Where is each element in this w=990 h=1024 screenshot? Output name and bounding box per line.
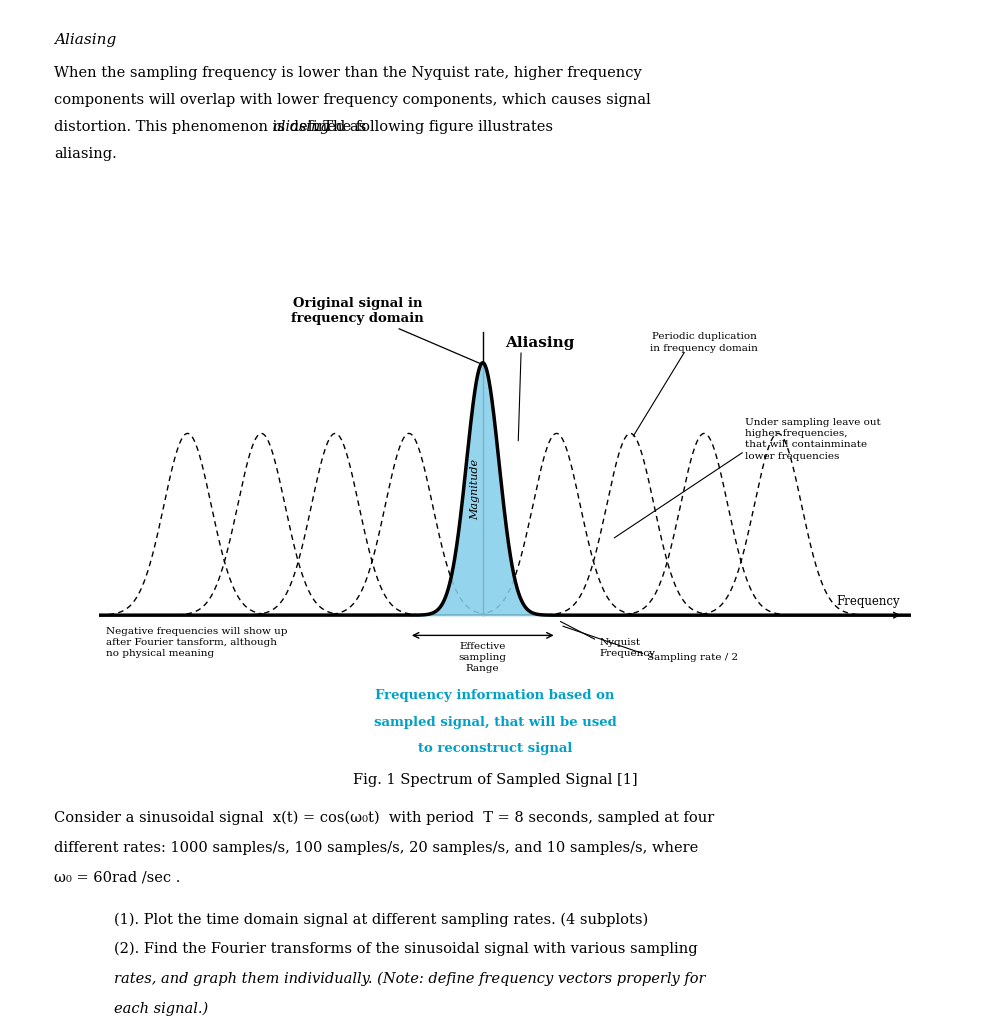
Text: Fig. 1 Spectrum of Sampled Signal [1]: Fig. 1 Spectrum of Sampled Signal [1] xyxy=(352,773,638,787)
Text: sampled signal, that will be used: sampled signal, that will be used xyxy=(373,716,617,729)
Text: Frequency information based on: Frequency information based on xyxy=(375,689,615,702)
Text: Under sampling leave out
higher frequencies,
that will containminate
lower frequ: Under sampling leave out higher frequenc… xyxy=(744,418,880,461)
Text: Negative frequencies will show up
after Fourier tansform, although
no physical m: Negative frequencies will show up after … xyxy=(106,627,288,657)
Text: (2). Find the Fourier transforms of the sinusoidal signal with various sampling: (2). Find the Fourier transforms of the … xyxy=(114,942,698,956)
Text: . The following figure illustrates: . The following figure illustrates xyxy=(315,120,553,134)
Text: aliasing.: aliasing. xyxy=(54,146,117,161)
Text: Aliasing: Aliasing xyxy=(505,336,574,350)
Text: rates, and graph them individually. (Note: define frequency vectors properly for: rates, and graph them individually. (Not… xyxy=(114,972,705,986)
Text: Aliasing: Aliasing xyxy=(54,33,117,47)
Text: Magnitude: Magnitude xyxy=(470,459,480,519)
Text: (1). Plot the time domain signal at different sampling rates. (4 subplots): (1). Plot the time domain signal at diff… xyxy=(114,912,648,927)
Text: to reconstruct signal: to reconstruct signal xyxy=(418,742,572,756)
Text: When the sampling frequency is lower than the Nyquist rate, higher frequency: When the sampling frequency is lower tha… xyxy=(54,66,643,80)
Text: aliasing: aliasing xyxy=(273,120,331,134)
Text: Frequency: Frequency xyxy=(837,595,900,607)
Text: components will overlap with lower frequency components, which causes signal: components will overlap with lower frequ… xyxy=(54,92,651,106)
Text: Original signal in
frequency domain: Original signal in frequency domain xyxy=(291,297,482,365)
Text: each signal.): each signal.) xyxy=(114,1001,208,1016)
Text: distortion. This phenomenon is defined as: distortion. This phenomenon is defined a… xyxy=(54,120,371,134)
Text: Consider a sinusoidal signal  x(t) = cos(ω₀t)  with period  T = 8 seconds, sampl: Consider a sinusoidal signal x(t) = cos(… xyxy=(54,811,715,825)
Text: ω₀ = 60rad /sec .: ω₀ = 60rad /sec . xyxy=(54,870,181,885)
Text: different rates: 1000 samples/s, 100 samples/s, 20 samples/s, and 10 samples/s, : different rates: 1000 samples/s, 100 sam… xyxy=(54,841,699,855)
Text: Periodic duplication
in frequency domain: Periodic duplication in frequency domain xyxy=(650,333,758,352)
Text: Effective
sampling
Range: Effective sampling Range xyxy=(458,642,507,673)
Text: Nyquist
Frequency: Nyquist Frequency xyxy=(599,638,655,658)
Text: Sampling rate / 2: Sampling rate / 2 xyxy=(646,653,738,663)
